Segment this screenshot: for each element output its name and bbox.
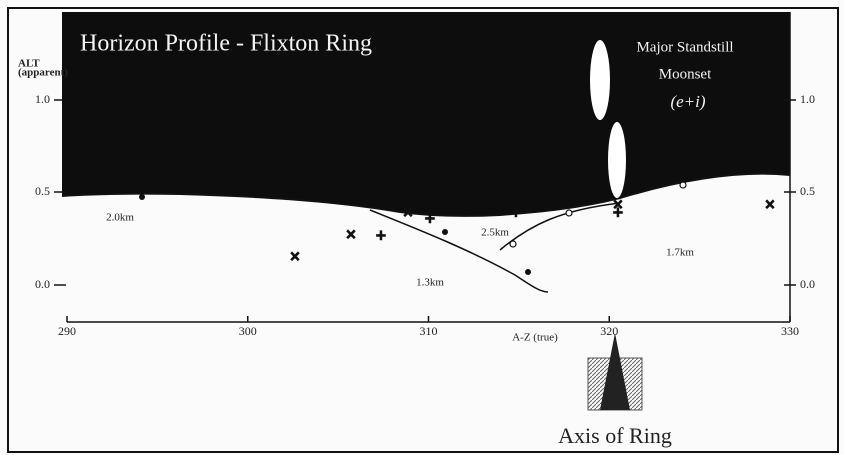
moon-1 [590, 40, 610, 120]
dot [442, 229, 448, 235]
figure: × × × × × + + + + Horizon Profile - Flix… [0, 0, 844, 455]
circle [510, 241, 516, 247]
y-tick-label-right: 1.0 [800, 92, 815, 106]
x-tick-label: 330 [781, 324, 799, 338]
distance-label: 1.3km [416, 277, 444, 289]
y-tick-label-right: 0.5 [800, 184, 815, 198]
y-sublabel: (apparent) [18, 67, 68, 79]
title: Horizon Profile - Flixton Ring [80, 31, 372, 57]
circle [680, 182, 686, 188]
moonset-label: (e+i) [670, 92, 705, 111]
cross: × [403, 206, 414, 221]
moon-2 [608, 122, 626, 198]
axis-of-ring-label: Axis of Ring [558, 423, 672, 448]
dot [139, 194, 145, 200]
x-axis-label: A-Z (true) [512, 332, 558, 344]
y-tick-label: 0.5 [35, 184, 50, 198]
y-tick-label-right: 0.0 [800, 277, 815, 291]
moonset-label: Major Standstill [636, 39, 733, 55]
plus: + [511, 206, 522, 221]
plus: + [425, 212, 436, 227]
cross: × [765, 198, 776, 213]
distance-label: 1.7km [666, 247, 694, 259]
x-tick-label: 310 [420, 324, 438, 338]
moonset-label: Moonset [659, 66, 712, 82]
y-tick-label: 0.0 [35, 277, 50, 291]
x-tick-label: 290 [58, 324, 76, 338]
distance-label: 2.5km [481, 227, 509, 239]
distance-label: 2.0km [106, 212, 134, 224]
cross: × [290, 250, 301, 265]
y-tick-label: 1.0 [35, 92, 50, 106]
plus: + [376, 229, 387, 244]
circle [566, 210, 572, 216]
x-tick-label: 300 [239, 324, 257, 338]
x-tick-label: 320 [600, 324, 618, 338]
plus: + [613, 206, 624, 221]
cross: × [346, 228, 357, 243]
dot [525, 269, 531, 275]
